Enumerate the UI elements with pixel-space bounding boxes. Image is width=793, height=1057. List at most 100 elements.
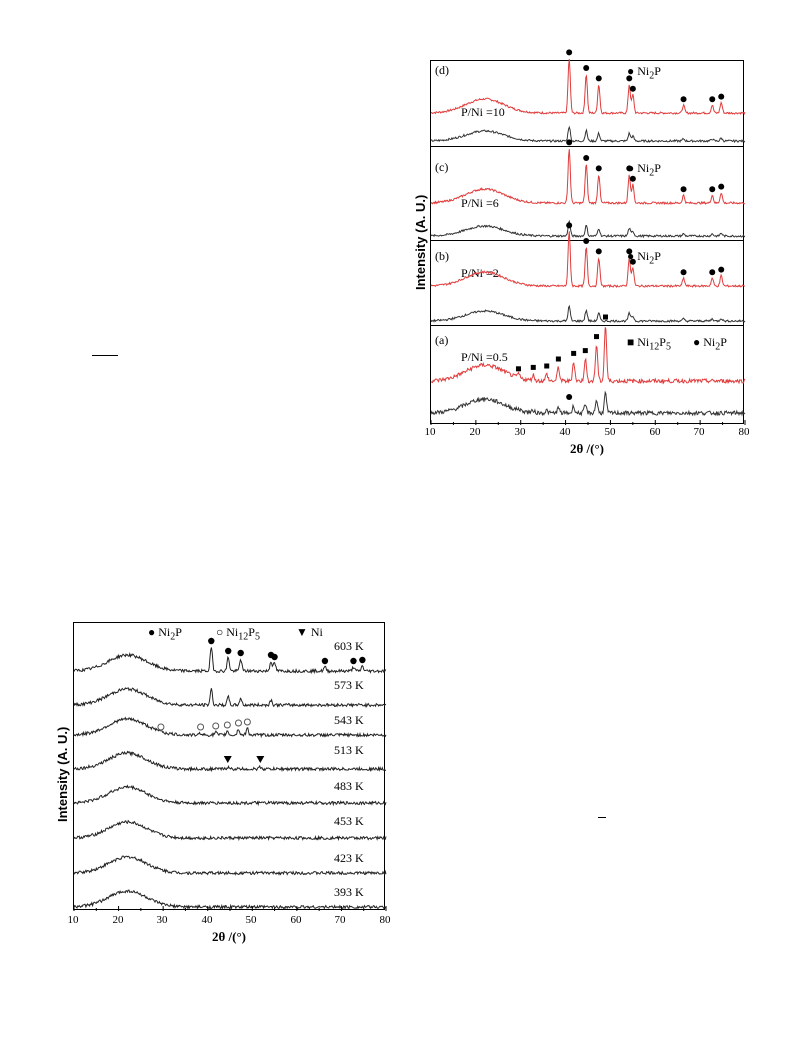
series-label-393k: 393 K: [334, 885, 364, 899]
x-tick-label: 60: [290, 914, 302, 926]
trace-calcined: [430, 327, 746, 385]
ni2p-peak-marker: [709, 96, 716, 103]
x-tick-label: 20: [469, 426, 481, 438]
stray-dash: [598, 817, 606, 818]
trace-calcined: [430, 231, 746, 289]
xrd-traces-panels: [430, 49, 746, 425]
ni12p5-peak-marker: [234, 719, 242, 727]
x-tick-label: 70: [693, 426, 705, 438]
x-tick-label: 60: [649, 426, 661, 438]
ni2p-peak-marker: [626, 75, 633, 82]
ni2p-peak-marker: [680, 96, 687, 103]
x-axis-label: 2θ /(°): [569, 441, 605, 456]
temperature-trace: [73, 750, 387, 773]
trace-reduced: [430, 390, 746, 417]
xrd-chart-temperature: ● Ni2P ○ Ni12P5 ▼ Ni 603 K 573 K 543 K 5…: [55, 622, 395, 962]
ni12p5-peak-marker: [212, 722, 220, 730]
series-label-543k: 543 K: [334, 713, 364, 727]
ni12p5-peak-marker: [571, 350, 577, 356]
filled-square-icon: ■: [627, 335, 635, 349]
x-tick-label: 20: [112, 914, 124, 926]
x-tick-label: 40: [201, 914, 213, 926]
ni12p5-peak-marker: [544, 363, 550, 369]
ni2p-peak-marker: [566, 222, 573, 229]
ni2p-peak-marker: [350, 657, 357, 665]
series-label-513k: 513 K: [334, 743, 364, 757]
ni2p-peak-marker: [237, 649, 244, 657]
ni12p5-peak-marker: [582, 348, 588, 354]
series-label-573k: 573 K: [334, 678, 364, 692]
ni2p-peak-marker: [595, 248, 602, 255]
series-label-483k: 483 K: [334, 779, 364, 793]
ni12p5-peak-marker: [223, 721, 231, 729]
x-tick-label: 10: [424, 426, 436, 438]
ni12p5-peak-marker: [602, 314, 608, 320]
x-tick-label: 80: [738, 426, 750, 438]
ni2p-peak-marker: [583, 155, 590, 161]
ni2p-peak-marker: [680, 269, 687, 276]
ni2p-peak-marker: [629, 258, 636, 265]
legend-ni: ▼ Ni: [296, 625, 323, 639]
ni12p5-peak-marker: [594, 334, 600, 340]
ni2p-peak-marker: [566, 139, 573, 146]
filled-circle-icon: ●: [693, 335, 701, 349]
ni2p-peak-marker: [321, 657, 329, 665]
ratio-label-a: P/Ni =0.5: [461, 350, 508, 364]
temperature-trace: [73, 716, 387, 739]
ni2p-peak-marker: [271, 653, 278, 661]
ni2p-peak-marker: [626, 248, 633, 255]
ni-peak-marker: [223, 756, 232, 763]
ni2p-peak-marker: [718, 266, 725, 273]
x-tick-label: 10: [67, 914, 79, 926]
ni2p-peak-marker: [718, 93, 725, 100]
ni12p5-peak-marker: [243, 718, 251, 726]
ni2p-peak-marker: [595, 165, 602, 172]
x-axis-label: 2θ /(°): [211, 929, 247, 944]
x-tick-label: 70: [334, 914, 346, 926]
ni12p5-peak-marker: [555, 356, 561, 362]
ni2p-peak-marker: [595, 75, 602, 82]
panel-divider: [431, 325, 743, 326]
ni2p-peak-marker: [680, 186, 687, 193]
panel-label-a: (a): [435, 333, 449, 347]
y-axis-label: Intensity (A. U.): [55, 726, 70, 822]
ni2p-peak-marker: [208, 637, 215, 645]
x-tick-label: 30: [156, 914, 168, 926]
filled-circle-icon: ●: [148, 625, 156, 639]
x-tick-label: 40: [559, 426, 571, 438]
ni2p-peak-marker: [718, 183, 725, 190]
temperature-trace: [73, 784, 387, 807]
ni2p-peak-marker: [583, 65, 590, 71]
ni12p5-peak-marker: [530, 364, 536, 370]
ni12p5-peak-marker: [157, 723, 165, 731]
ni2p-peak-marker: [583, 238, 590, 244]
x-tick-label: 80: [379, 914, 391, 926]
legend-ni2p-b: ● Ni2P: [627, 249, 661, 267]
temperature-trace: [73, 889, 387, 910]
ni2p-peak-marker: [359, 656, 366, 664]
filled-circle-icon: ●: [627, 64, 635, 78]
legend-ni2p-a: ● Ni2P: [693, 335, 727, 353]
temperature-trace: [73, 687, 387, 708]
ratio-label-d: P/Ni =10: [461, 105, 505, 119]
legend-ni2p-d: ● Ni2P: [627, 64, 661, 82]
legend-ni2p: ● Ni2P: [148, 625, 182, 643]
legend-ni12p5-a: ■ Ni12P5: [627, 335, 671, 353]
open-circle-icon: ○: [216, 625, 224, 639]
ni12p5-peak-marker: [515, 366, 521, 372]
trace-reduced: [430, 304, 746, 323]
ni2p-peak-marker: [225, 647, 232, 655]
ni2p-peak-marker: [626, 165, 633, 172]
ni2p-peak-marker: [709, 269, 716, 276]
trace-calcined: [430, 59, 746, 116]
x-tick-label: 50: [245, 914, 257, 926]
panel-label-b: (b): [435, 249, 449, 263]
ni12p5-peak-marker: [197, 723, 205, 731]
plot-frame: (d) P/Ni =10 ● Ni2P (c) P/Ni =6 ● Ni2P (…: [430, 49, 746, 425]
ni2p-peak-marker: [566, 394, 573, 400]
temperature-trace: [73, 819, 387, 842]
trace-reduced: [430, 219, 746, 239]
stray-dash: [92, 355, 118, 356]
panel-label-d: (d): [435, 63, 449, 77]
x-tick-label: 30: [514, 426, 526, 438]
